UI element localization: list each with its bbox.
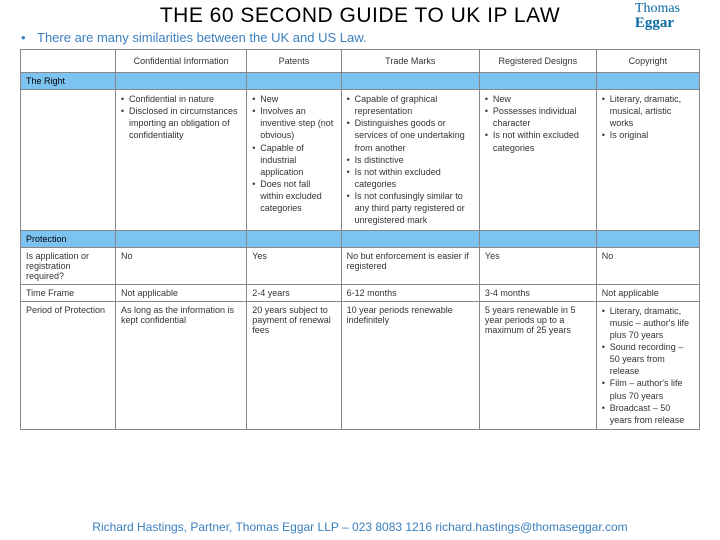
section-label: The Right xyxy=(21,73,116,90)
col-5: Copyright xyxy=(596,50,699,73)
table-cell: Not applicable xyxy=(596,284,699,301)
table-cell: Not applicable xyxy=(116,284,247,301)
row-label xyxy=(21,90,116,231)
logo-bottom: Eggar xyxy=(635,16,680,31)
list-item: Is not within excluded categories xyxy=(485,129,591,153)
row-label: Time Frame xyxy=(21,284,116,301)
section-cell xyxy=(247,73,341,90)
list-item: Confidential in nature xyxy=(121,93,241,105)
section-row: The Right xyxy=(21,73,700,90)
table-cell: Confidential in natureDisclosed in circu… xyxy=(116,90,247,231)
table-cell: Literary, dramatic, music – author's lif… xyxy=(596,301,699,429)
section-cell xyxy=(341,73,479,90)
list-item: Literary, dramatic, musical, artistic wo… xyxy=(602,93,694,129)
table-cell: Literary, dramatic, musical, artistic wo… xyxy=(596,90,699,231)
list-item: Is original xyxy=(602,129,694,141)
section-row: Protection xyxy=(21,230,700,247)
page-title: THE 60 SECOND GUIDE TO UK IP LAW xyxy=(160,4,560,28)
table-cell: Yes xyxy=(479,247,596,284)
list-item: New xyxy=(252,93,335,105)
table-cell: NewInvolves an inventive step (not obvio… xyxy=(247,90,341,231)
row-label: Period of Protection xyxy=(21,301,116,429)
table-cell: As long as the information is kept confi… xyxy=(116,301,247,429)
ip-table: Confidential Information Patents Trade M… xyxy=(20,49,700,430)
table-cell: No but enforcement is easier if register… xyxy=(341,247,479,284)
list-item: Broadcast – 50 years from release xyxy=(602,402,694,426)
list-item: Capable of graphical representation xyxy=(347,93,474,117)
list-item: Literary, dramatic, music – author's lif… xyxy=(602,305,694,341)
section-cell xyxy=(341,230,479,247)
subtitle: There are many similarities between the … xyxy=(25,30,695,45)
list-item: Is distinctive xyxy=(347,154,474,166)
section-label: Protection xyxy=(21,230,116,247)
row-label: Is application or registration required? xyxy=(21,247,116,284)
table-cell: 20 years subject to payment of renewal f… xyxy=(247,301,341,429)
section-cell xyxy=(479,230,596,247)
list-item: Possesses individual character xyxy=(485,105,591,129)
col-0 xyxy=(21,50,116,73)
list-item: Distinguishes goods or services of one u… xyxy=(347,117,474,153)
list-item: Involves an inventive step (not obvious) xyxy=(252,105,335,141)
subtitle-row: There are many similarities between the … xyxy=(0,30,720,49)
list-item: Capable of industrial application xyxy=(252,142,335,178)
logo-top: Thomas xyxy=(635,2,680,16)
table-cell: Yes xyxy=(247,247,341,284)
col-4: Registered Designs xyxy=(479,50,596,73)
list-item: Does not fall within excluded categories xyxy=(252,178,335,214)
list-item: Is not confusingly similar to any third … xyxy=(347,190,474,226)
table-cell: 6-12 months xyxy=(341,284,479,301)
header: THE 60 SECOND GUIDE TO UK IP LAW Thomas … xyxy=(0,0,720,30)
table-cell: 2-4 years xyxy=(247,284,341,301)
list-item: Is not within excluded categories xyxy=(347,166,474,190)
list-item: Film – author's life plus 70 years xyxy=(602,377,694,401)
col-3: Trade Marks xyxy=(341,50,479,73)
table-cell: Capable of graphical representationDisti… xyxy=(341,90,479,231)
table-cell: 3-4 months xyxy=(479,284,596,301)
table-cell: No xyxy=(116,247,247,284)
table-row: Is application or registration required?… xyxy=(21,247,700,284)
table-cell: NewPossesses individual characterIs not … xyxy=(479,90,596,231)
table-wrap: Confidential Information Patents Trade M… xyxy=(0,49,720,430)
section-cell xyxy=(247,230,341,247)
list-item: New xyxy=(485,93,591,105)
table-cell: No xyxy=(596,247,699,284)
table-row: Confidential in natureDisclosed in circu… xyxy=(21,90,700,231)
section-cell xyxy=(116,73,247,90)
table-row: Period of ProtectionAs long as the infor… xyxy=(21,301,700,429)
section-cell xyxy=(596,230,699,247)
footer: Richard Hastings, Partner, Thomas Eggar … xyxy=(0,520,720,534)
section-cell xyxy=(596,73,699,90)
col-2: Patents xyxy=(247,50,341,73)
logo: Thomas Eggar xyxy=(635,2,680,31)
table-cell: 10 year periods renewable indefinitely xyxy=(341,301,479,429)
col-1: Confidential Information xyxy=(116,50,247,73)
section-cell xyxy=(116,230,247,247)
table-row: Time FrameNot applicable2-4 years6-12 mo… xyxy=(21,284,700,301)
list-item: Sound recording – 50 years from release xyxy=(602,341,694,377)
list-item: Disclosed in circumstances importing an … xyxy=(121,105,241,141)
header-row: Confidential Information Patents Trade M… xyxy=(21,50,700,73)
table-cell: 5 years renewable in 5 year periods up t… xyxy=(479,301,596,429)
section-cell xyxy=(479,73,596,90)
